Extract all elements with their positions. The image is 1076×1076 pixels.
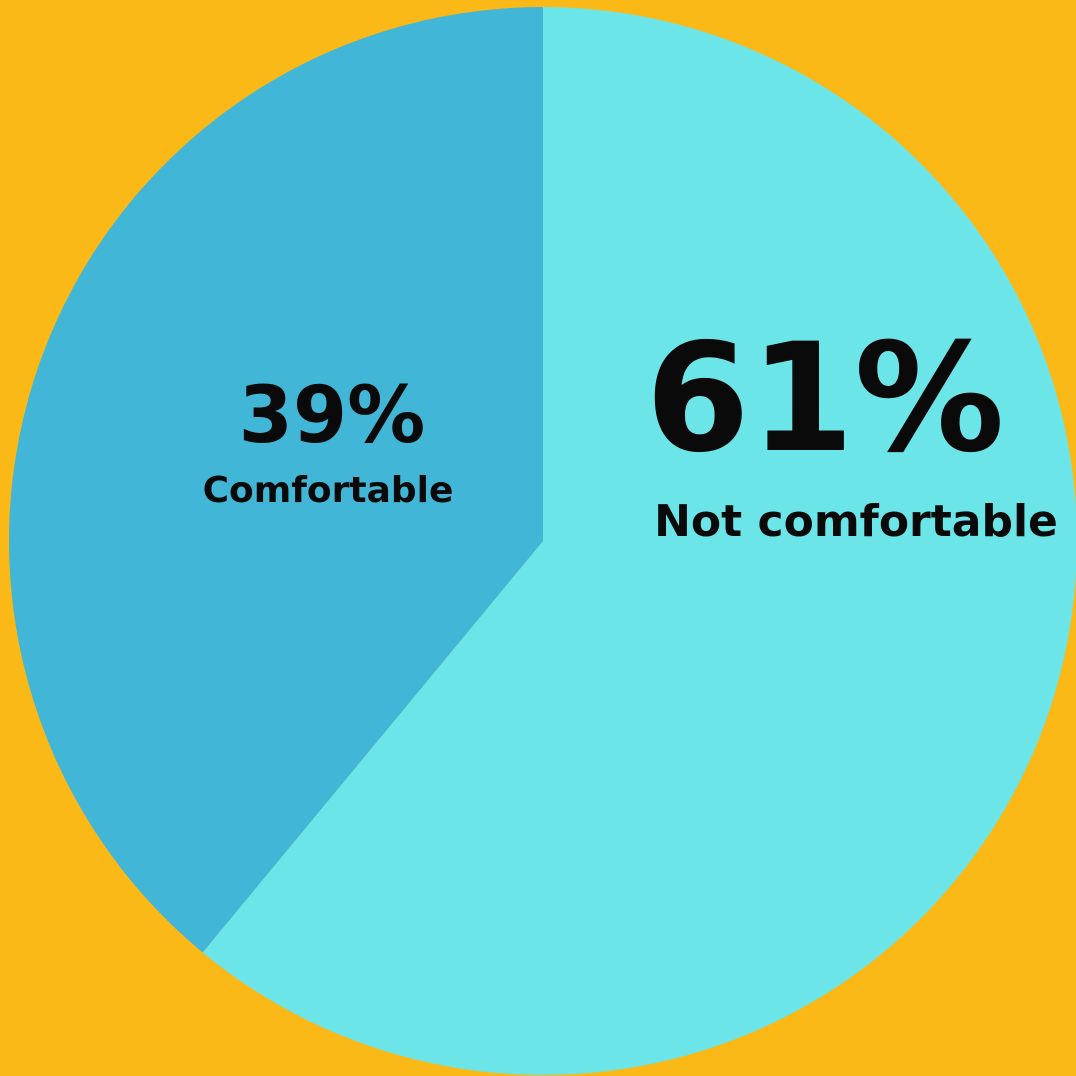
slice-name-label-not-comfortable: Not comfortable [654, 496, 1058, 547]
pie-slice-comfortable [8, 7, 543, 953]
slice-name-label-comfortable: Comfortable [203, 470, 454, 511]
pie-slices [8, 7, 1076, 1075]
slice-value-label-not-comfortable: 61% [645, 312, 1004, 486]
slice-value-label-comfortable: 39% [239, 371, 426, 461]
pie-slice-not-comfortable [202, 7, 1076, 1075]
